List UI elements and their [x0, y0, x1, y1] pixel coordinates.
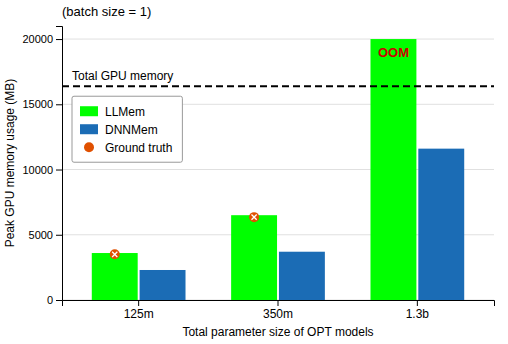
x-tick-mark	[138, 300, 139, 306]
y-axis: 0 5000 10000 15000 20000	[22, 27, 62, 307]
y-tick-label: 10000	[22, 164, 53, 176]
marker-cross	[251, 215, 256, 220]
y-tick-label: 0	[47, 294, 53, 306]
legend-label: DNNMem	[105, 123, 158, 137]
y-tick: 20000	[22, 33, 62, 45]
annotation: OOM	[378, 45, 409, 60]
chart: 0 5000 10000 15000 20000 125m 350m 1.3b Total GP…	[0, 0, 508, 344]
grid	[62, 39, 494, 300]
y-tick: 0	[47, 294, 62, 306]
marker-cross	[112, 252, 117, 257]
reference-line	[62, 85, 494, 87]
marker-circle	[249, 212, 259, 222]
y-tick: 15000	[22, 98, 62, 110]
legend-frame	[72, 96, 182, 162]
x-axis-line	[63, 301, 495, 307]
legend-swatch	[80, 106, 98, 116]
y-tick-mark	[56, 170, 62, 171]
legend-item: LLMem	[80, 105, 145, 119]
legend-label: LLMem	[105, 105, 145, 119]
bar	[140, 270, 186, 300]
y-tick: 10000	[22, 164, 62, 176]
legend: LLMem DNNMem Ground truth	[72, 96, 182, 162]
scatter-point	[110, 249, 120, 259]
plot: 0 5000 10000 15000 20000 125m 350m 1.3b Total GP…	[3, 4, 495, 339]
y-tick-label: 20000	[22, 33, 53, 45]
x-axis: 125m 350m 1.3b	[63, 300, 495, 321]
legend-swatch	[84, 142, 94, 152]
y-tick-mark	[56, 39, 62, 40]
bar	[279, 252, 325, 300]
y-tick: 5000	[29, 229, 62, 241]
x-tick-mark	[417, 300, 418, 306]
scatter-point	[249, 212, 259, 222]
bar	[370, 39, 416, 300]
x-axis-title: Total parameter size of OPT models	[182, 325, 373, 339]
title: (batch size = 1)	[62, 4, 151, 19]
x-tick: 1.3b	[406, 300, 430, 321]
y-axis-title: Peak GPU memory usage (MB)	[3, 79, 17, 248]
y-tick-mark	[56, 300, 62, 301]
x-tick-label: 125m	[124, 307, 154, 321]
y-tick-label: 15000	[22, 98, 53, 110]
y-axis-line	[56, 27, 63, 301]
legend-item: DNNMem	[80, 123, 158, 137]
x-tick: 125m	[124, 300, 154, 321]
bar	[92, 253, 138, 300]
legend-swatch	[80, 124, 98, 134]
x-tick: 350m	[263, 300, 293, 321]
y-tick-mark	[56, 104, 62, 105]
y-tick-label: 5000	[29, 229, 53, 241]
legend-label: Ground truth	[105, 141, 172, 155]
x-tick-label: 1.3b	[406, 307, 430, 321]
bar	[418, 149, 464, 300]
x-tick-mark	[278, 300, 279, 306]
marks	[62, 39, 494, 300]
y-tick-mark	[56, 235, 62, 236]
marker-circle	[110, 249, 120, 259]
bar	[231, 215, 277, 300]
legend-item: Ground truth	[84, 141, 172, 155]
grid-line	[62, 39, 494, 40]
reference-line-label: Total GPU memory	[72, 69, 173, 83]
x-tick-label: 350m	[263, 307, 293, 321]
